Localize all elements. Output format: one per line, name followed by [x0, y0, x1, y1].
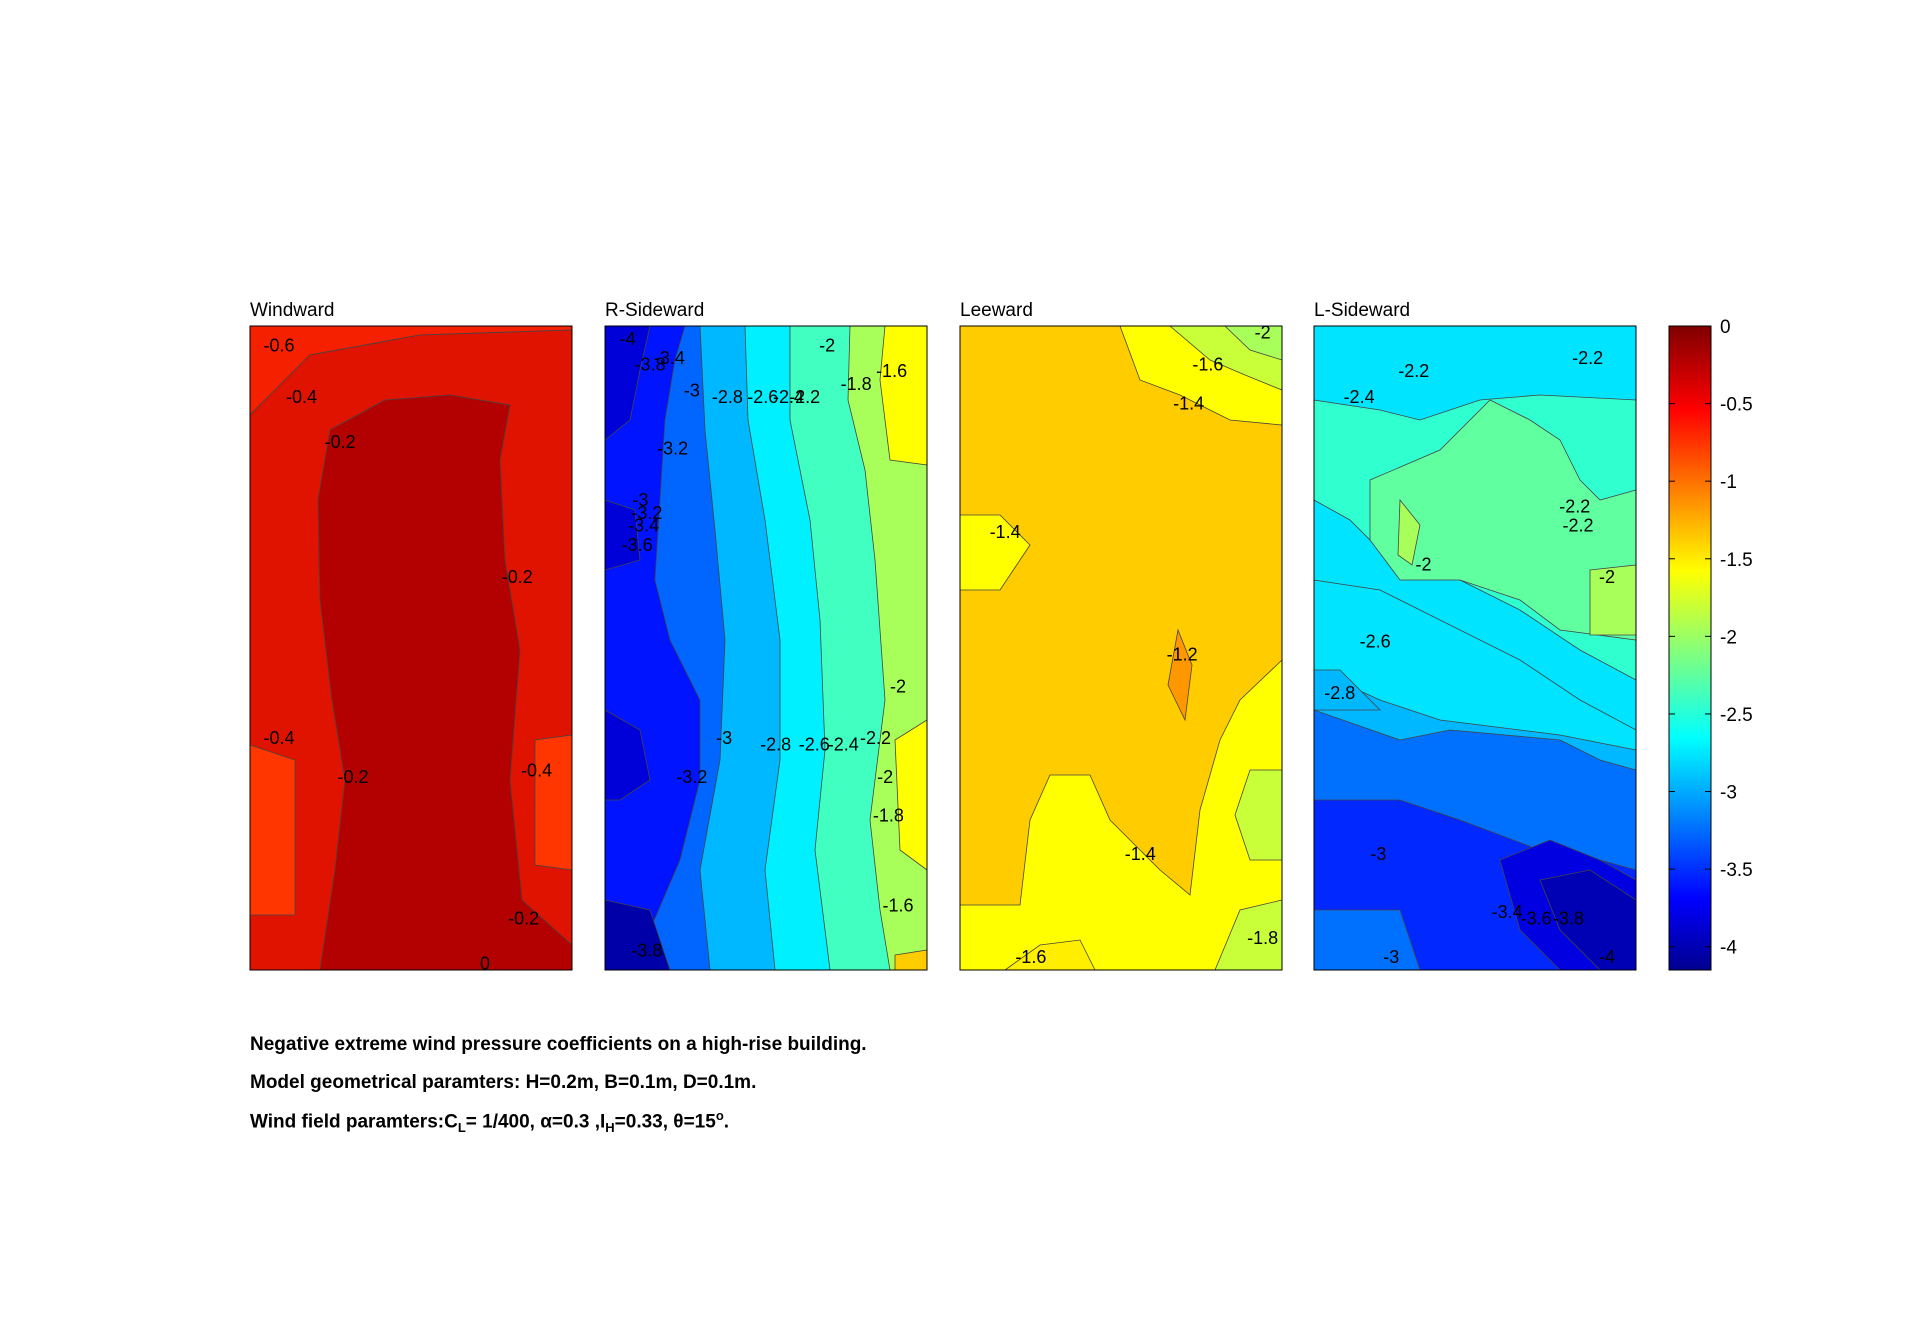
contour-label: -2 — [890, 677, 906, 697]
l-sideward-panel: L-Sideward -2.2-2.2-2.4-2.2-2.2-2-2-2.6-… — [1313, 300, 1637, 971]
colorbar-tick-label: 0 — [1720, 317, 1731, 338]
contour-label: -2.8 — [760, 735, 791, 755]
panel-title-leeward: Leeward — [960, 300, 1033, 321]
contour-label: -2.2 — [789, 387, 820, 407]
l-sideward-frame — [1313, 325, 1637, 971]
contour-label: -2.4 — [828, 735, 859, 755]
contour-label: -2.4 — [773, 387, 804, 407]
colorbar-tick-label: -1.5 — [1720, 550, 1753, 571]
contour-label: -3.2 — [676, 767, 707, 787]
contour-label: -2 — [1255, 322, 1271, 342]
caption-line-3-sub-1: L — [457, 1120, 466, 1136]
contour-label: -3.6 — [622, 535, 653, 555]
r-sideward-panel: R-Sideward -4-3.8-3.4-3 -2.8 -2.6-2.4-2.2-… — [604, 300, 928, 971]
contour-label: -3.8 — [631, 941, 662, 961]
contour-label: -4 — [620, 329, 636, 349]
contour-label: -3.2 — [631, 503, 662, 523]
contour-label: -3 — [1370, 844, 1386, 864]
contour-label: -2.6 — [747, 387, 778, 407]
contour-label: -0.6 — [263, 335, 294, 355]
colorbar-tick-label: -2.5 — [1720, 705, 1753, 726]
l-sideward-band — [1397, 498, 1421, 566]
colorbar-tick-label: -3 — [1720, 783, 1737, 804]
contour-label: -0.4 — [263, 728, 294, 748]
caption-line-3: Wind field paramters:CL= 1/400, α=0.3 ,I… — [250, 1108, 729, 1135]
panel-title-l-sideward: L-Sideward — [1314, 300, 1410, 321]
contour-label: -2 — [1415, 554, 1431, 574]
caption-line-3-sup: o — [715, 1108, 724, 1123]
contour-label: -1.2 — [1167, 644, 1198, 664]
contour-label: -0.2 — [508, 908, 539, 928]
contour-label: -2.8 — [1324, 683, 1355, 703]
windward-band — [317, 394, 573, 971]
contour-label: -1.8 — [841, 374, 872, 394]
panel-title-windward: Windward — [250, 300, 334, 321]
caption-line-3-part-a: Wind field paramters:C — [250, 1111, 458, 1133]
caption-line-3-part-b: = 1/400, α=0.3 ,I — [465, 1111, 606, 1133]
contour-label: -0.4 — [286, 387, 317, 407]
leeward-band — [1234, 769, 1283, 861]
contour-label: -3 — [716, 728, 732, 748]
contour-label: -3.2 — [657, 438, 688, 458]
contour-label: -0.4 — [521, 760, 552, 780]
contour-label: -3 — [1383, 947, 1399, 967]
contour-label: -2.2 — [1563, 516, 1594, 536]
contour-label: -2 — [819, 335, 835, 355]
contour-label: -0.2 — [338, 767, 369, 787]
leeward-frame — [959, 325, 1283, 971]
caption-line-2: Model geometrical paramters: H=0.2m, B=0… — [250, 1072, 757, 1093]
colorbar-tick-label: -0.5 — [1720, 395, 1753, 416]
contour-label: -2.2 — [1572, 348, 1603, 368]
contour-label: -2.6 — [1360, 632, 1391, 652]
contour-label: -3.4 — [1492, 902, 1523, 922]
contour-label: -4 — [1599, 947, 1615, 967]
colorbar-tick-label: -4 — [1720, 938, 1737, 959]
contour-label: -2.6 — [799, 735, 830, 755]
contour-label: -1.6 — [883, 896, 914, 916]
contour-label: -1.6 — [876, 361, 907, 381]
leeward-band — [1167, 628, 1193, 722]
contour-label: -3.8 — [1553, 908, 1584, 928]
contour-label: -2.8 — [712, 387, 743, 407]
caption-line-3-part-d: . — [723, 1111, 730, 1133]
contour-label: -0.2 — [325, 432, 356, 452]
contour-label: -2 — [877, 767, 893, 787]
caption-line-1: Negative extreme wind pressure coefficie… — [250, 1034, 867, 1055]
contour-label: -2.4 — [1344, 387, 1375, 407]
colorbar-tick-label: -1 — [1720, 472, 1737, 493]
contour-label: -2.2 — [1559, 496, 1590, 516]
contour-label: -1.4 — [1173, 393, 1204, 413]
contour-label: 0 — [480, 954, 490, 974]
contour-label: -1.8 — [873, 805, 904, 825]
colorbar-tick-label: -3.5 — [1720, 860, 1753, 881]
contour-label: -1.8 — [1247, 928, 1278, 948]
contour-label: -3 — [684, 380, 700, 400]
leeward-panel: Leeward -2 -1.6 -1.4 -1.4 -1.2 -1.4 -1.6 -1.8 — [959, 300, 1283, 971]
contour-label: -0.2 — [502, 567, 533, 587]
r-sideward-frame — [604, 325, 928, 971]
caption-line-3-part-c: =0.33, θ=15 — [614, 1111, 716, 1133]
contour-label: -1.4 — [990, 522, 1021, 542]
contour-label: -3.6 — [1521, 908, 1552, 928]
contour-label: -2.2 — [1398, 361, 1429, 381]
panel-title-r-sideward: R-Sideward — [605, 300, 704, 321]
contour-label: -1.4 — [1125, 844, 1156, 864]
contour-label: -2 — [1599, 567, 1615, 587]
colorbar: 0 -0.5 -1 -1.5 -2 -2.5 -3 -3.5 -4 — [1668, 317, 1753, 971]
contour-label: -3 — [632, 490, 648, 510]
contour-label: -3.4 — [628, 516, 659, 536]
contour-label: -3.4 — [654, 348, 685, 368]
colorbar-gradient — [1668, 325, 1712, 971]
caption-line-3-sub-2: H — [605, 1120, 615, 1136]
contour-label: -1.6 — [1015, 947, 1046, 967]
contour-label: -3.8 — [635, 355, 666, 375]
colorbar-tick-label: -2 — [1720, 627, 1737, 648]
contour-label: -1.6 — [1192, 355, 1223, 375]
windward-frame — [249, 325, 573, 971]
windward-panel: Windward -0.6 -0.4 -0.2 -0.2 -0.4 -0.2 -0.4 -0.… — [249, 300, 573, 974]
contour-label: -2.2 — [860, 728, 891, 748]
